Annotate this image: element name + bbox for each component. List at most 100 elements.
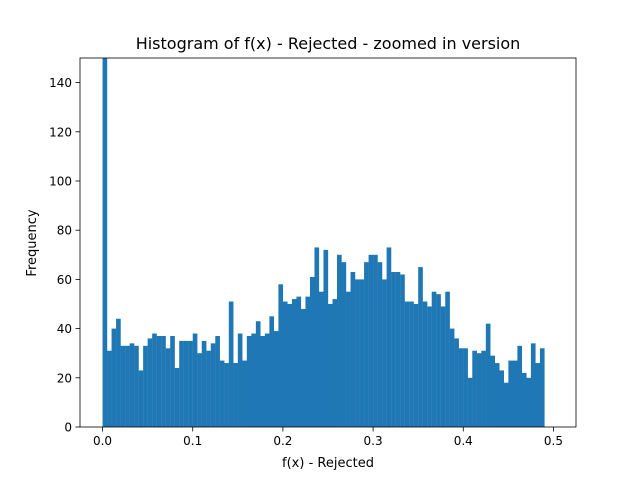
histogram-bar xyxy=(219,360,225,427)
x-tick-label: 0.4 xyxy=(454,434,473,448)
histogram-bar xyxy=(147,338,153,427)
histogram-bar xyxy=(355,279,360,427)
histogram-bar xyxy=(332,299,338,427)
y-tick-label: 0 xyxy=(64,421,72,435)
histogram-bar xyxy=(418,267,423,427)
histogram-bar xyxy=(512,360,518,427)
histogram-bar xyxy=(449,328,455,427)
histogram-bar xyxy=(314,247,320,427)
histogram-bar xyxy=(251,333,257,427)
histogram-bar xyxy=(404,301,410,427)
histogram-bar xyxy=(458,348,464,427)
histogram-bar xyxy=(138,370,144,427)
histogram-bar xyxy=(143,345,148,427)
y-tick-label: 20 xyxy=(57,371,72,385)
histogram-bar xyxy=(373,254,378,427)
histogram-bar xyxy=(300,308,306,427)
histogram-bar xyxy=(350,272,356,427)
histogram-bar xyxy=(409,301,414,427)
histogram-bar xyxy=(165,348,171,427)
histogram-bar xyxy=(242,360,247,427)
histogram-bar xyxy=(170,335,175,427)
histogram-bar xyxy=(291,299,297,427)
histogram-bar xyxy=(255,321,261,427)
histogram-bar xyxy=(116,318,121,427)
histogram-bar xyxy=(287,304,293,427)
histogram-bar xyxy=(539,348,545,427)
histogram-bar xyxy=(454,338,459,427)
histogram-bar xyxy=(120,345,126,427)
histogram-bar xyxy=(413,304,419,427)
ticks-layer: 0.0 0.1 0.2 0.3 0.4 0.5 0 20 40 60 80 100 120 140 xyxy=(49,76,563,448)
histogram-bar xyxy=(499,370,505,427)
histogram-bar xyxy=(490,355,495,427)
histogram-bar xyxy=(400,274,405,427)
histogram-bar xyxy=(237,333,243,427)
histogram-bar xyxy=(422,301,428,427)
histogram-bar xyxy=(472,350,477,427)
histogram-bar xyxy=(476,353,482,427)
histogram-bar xyxy=(134,345,139,427)
x-tick-label: 0.3 xyxy=(364,434,383,448)
y-tick-label: 60 xyxy=(57,273,72,287)
histogram-bar xyxy=(341,262,347,427)
histogram-bar xyxy=(224,363,229,427)
histogram-bar xyxy=(161,335,166,427)
histogram-bar xyxy=(156,335,162,427)
histogram-bar xyxy=(494,363,500,427)
histogram-bar xyxy=(206,350,211,427)
plot-frame xyxy=(79,57,577,428)
histogram-bar xyxy=(210,343,216,427)
x-tick-label: 0.0 xyxy=(93,434,112,448)
histogram-bar xyxy=(346,291,351,427)
histogram-bar xyxy=(102,58,108,427)
histogram-bar xyxy=(391,272,396,427)
histogram-bar xyxy=(377,262,383,427)
y-tick-label: 120 xyxy=(49,125,72,139)
histogram-bar xyxy=(431,291,437,427)
x-tick-label: 0.5 xyxy=(544,434,563,448)
histogram-bar xyxy=(179,340,184,427)
histogram-bar xyxy=(364,262,369,427)
y-tick-label: 140 xyxy=(49,76,72,90)
histogram-bar xyxy=(282,301,288,427)
histogram-bar xyxy=(503,382,509,427)
x-axis-label: f(x) - Rejected xyxy=(282,456,374,471)
x-tick-label: 0.1 xyxy=(183,434,202,448)
histogram-bar xyxy=(125,345,130,427)
histogram-bar xyxy=(526,377,532,427)
bars-layer xyxy=(102,58,545,427)
histogram-bar xyxy=(445,291,450,427)
histogram-bar xyxy=(508,360,514,427)
histogram-bar xyxy=(395,272,401,427)
histogram-bar xyxy=(481,350,486,427)
histogram-bar xyxy=(188,340,193,427)
histogram-bar xyxy=(296,296,302,427)
histogram-bar xyxy=(260,335,266,427)
histogram-bar xyxy=(233,363,238,427)
histogram-bar xyxy=(152,333,157,427)
histogram-bar xyxy=(305,296,311,427)
histogram-bar xyxy=(463,348,468,427)
x-tick-label: 0.2 xyxy=(273,434,292,448)
histogram-bar xyxy=(107,350,112,427)
chart-title: Histogram of f(x) - Rejected - zoomed in… xyxy=(136,34,521,53)
histogram-bar xyxy=(337,254,342,427)
histogram-bar xyxy=(269,316,275,427)
histogram-bar xyxy=(427,306,432,427)
histogram-bar xyxy=(309,276,315,427)
histogram-bar xyxy=(328,304,333,427)
histogram-bar xyxy=(440,306,446,427)
histogram-bar xyxy=(129,343,135,427)
histogram-bar xyxy=(246,335,252,427)
histogram-bar xyxy=(530,343,536,427)
histogram-bar xyxy=(318,291,324,427)
histogram-bar xyxy=(323,249,329,427)
histogram-bar xyxy=(517,345,523,427)
y-tick-label: 40 xyxy=(57,322,72,336)
histogram-bar xyxy=(174,367,180,427)
histogram-bar xyxy=(111,328,117,427)
y-tick-label: 80 xyxy=(57,224,72,238)
